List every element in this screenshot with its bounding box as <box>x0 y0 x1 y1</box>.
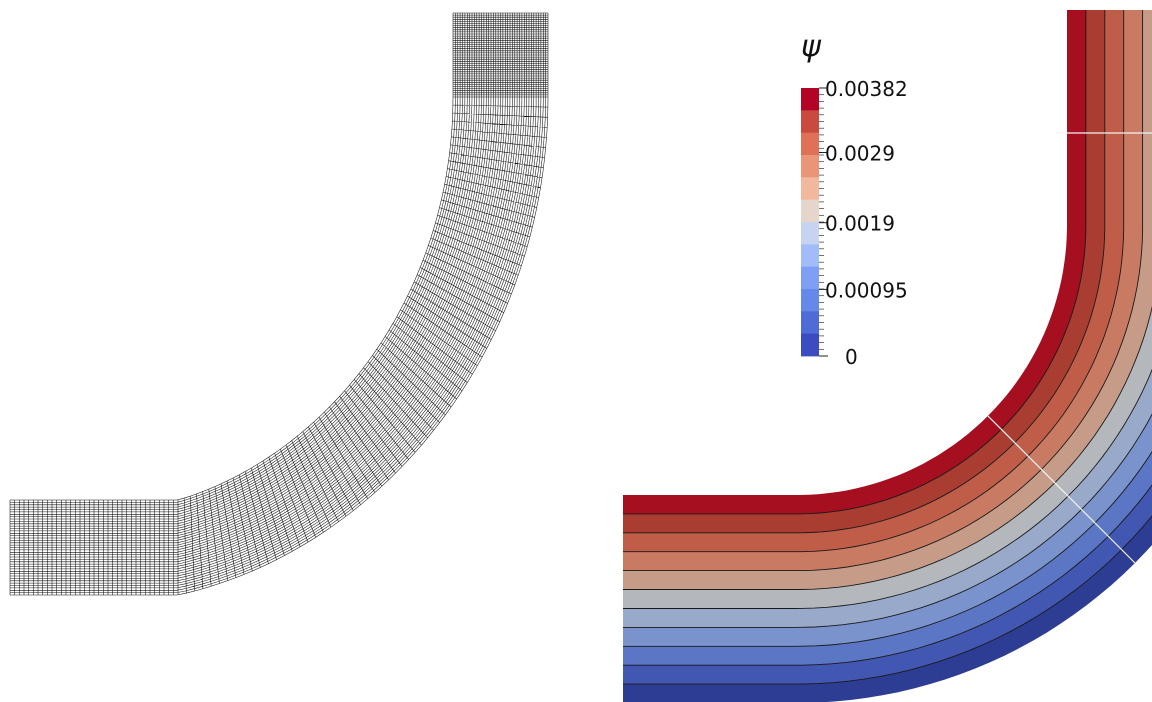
colorbar-tick-label: 0.0019 <box>825 212 895 236</box>
colorbar-tick-label: 0.0029 <box>825 142 895 166</box>
colorbar-band <box>801 266 819 290</box>
colorbar-band <box>801 199 819 223</box>
colorbar-band <box>801 155 819 178</box>
contour-band <box>623 307 1152 609</box>
colorbar-band <box>801 222 819 245</box>
colorbar-minor-ticks <box>819 87 828 357</box>
colorbar-band <box>801 132 819 156</box>
slice-line <box>987 415 1136 564</box>
colorbar-tick-label: 0 <box>845 345 858 369</box>
colorbar-title: ψ <box>801 29 822 64</box>
colorbar: ψ 0.00382 0.0029 0.0019 0.00095 0 <box>801 29 908 369</box>
colorbar-band <box>801 244 819 268</box>
colorbar-band <box>801 289 819 312</box>
colorbar-bands <box>801 88 819 357</box>
colorbar-band <box>801 177 819 201</box>
colorbar-tick-label: 0.00095 <box>825 278 908 302</box>
contour-panel <box>623 10 1152 702</box>
colorbar-band <box>801 311 819 335</box>
colorbar-labels: 0.00382 0.0029 0.0019 0.00095 0 <box>825 77 908 369</box>
colorbar-band <box>801 333 819 357</box>
mesh-grid <box>9 12 549 596</box>
colorbar-tick-label: 0.00382 <box>825 77 908 101</box>
colorbar-band <box>801 88 819 111</box>
mesh-panel <box>9 12 549 596</box>
colorbar-band <box>801 110 819 134</box>
